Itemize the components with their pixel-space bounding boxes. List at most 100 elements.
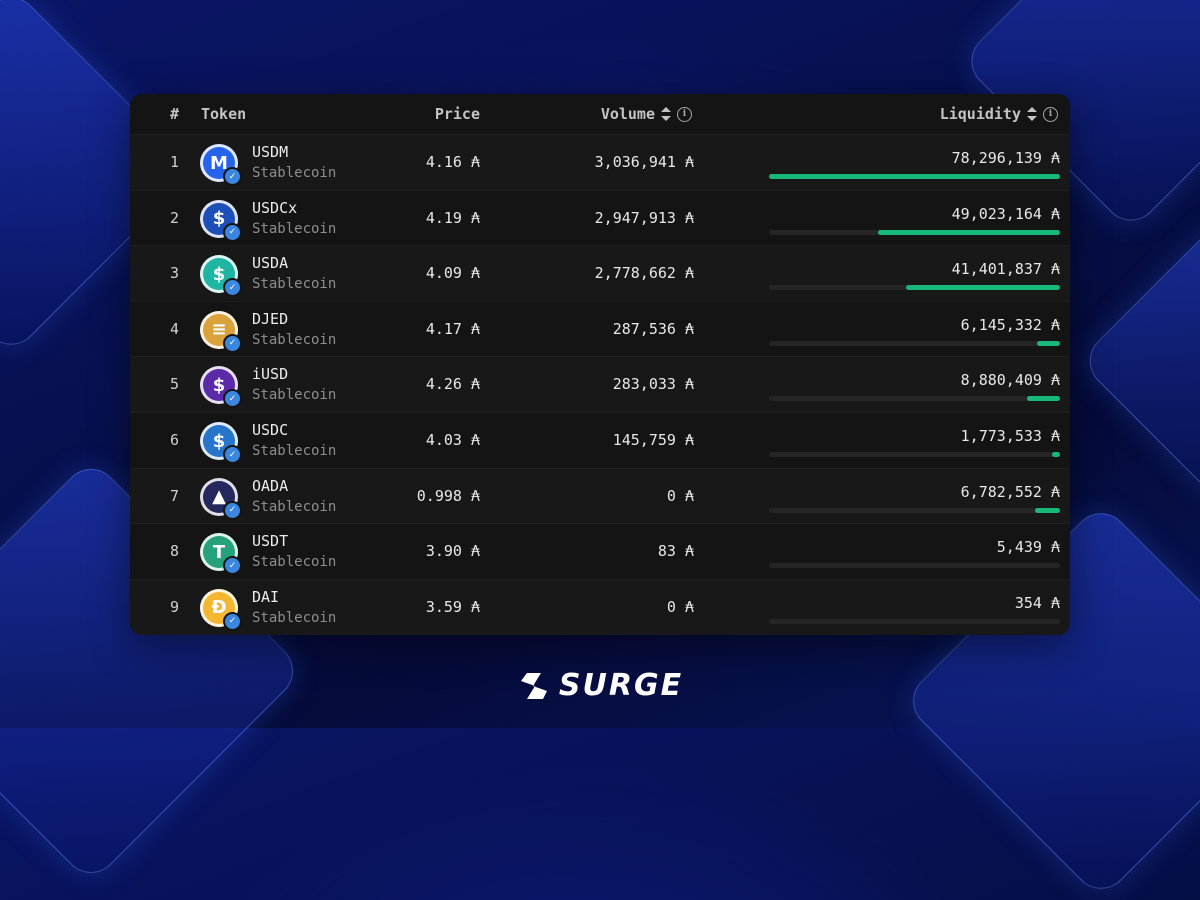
liquidity-bar-fill [1052,452,1060,457]
token-name[interactable]: USDM [252,143,289,161]
usdcx-logo-icon: $ ✓ [200,199,242,242]
token-category: Stablecoin [252,331,337,348]
rank-number: 7 [170,486,180,505]
rank-number: 6 [170,431,180,449]
rank-number: 2 [170,208,180,227]
iusd-logo-icon: $ ✓ [200,366,242,409]
table-row[interactable]: 2 $ ✓ USDCx Stablecoin 4.19 ₳ 2,947,913 … [130,189,1070,246]
logo-glyph: ≡ [211,319,227,341]
verified-badge-icon: ✓ [223,500,242,520]
token-liquidity: 49,023,164 ₳ [951,204,1060,223]
djed-logo-icon: ≡ ✓ [200,310,242,353]
token-price: 4.03 ₳ [425,431,480,449]
logo-glyph: $ [212,263,226,285]
token-volume: 83 ₳ [657,542,694,561]
token-price: 4.19 ₳ [425,208,480,227]
liquidity-bar-fill [1034,507,1060,513]
verified-badge-icon: ✓ [223,333,242,353]
header-price: Price [434,105,480,123]
liquidity-bar [769,229,1060,235]
token-liquidity: 1,773,533 ₳ [960,427,1060,445]
liquidity-bar-fill [877,229,1060,235]
token-price: 4.16 ₳ [425,153,480,171]
verified-badge-icon: ✓ [223,222,242,242]
token-table-panel: # Token Price Volume i Liquidity i 1 M ✓… [130,94,1070,635]
token-category: Stablecoin [252,387,337,404]
surge-brand: SURGE [0,668,1200,703]
token-name[interactable]: USDA [252,254,289,273]
liquidity-bar [769,618,1060,624]
token-name[interactable]: USDT [252,532,289,551]
token-category: Stablecoin [252,554,337,571]
rank-number: 4 [170,319,180,338]
token-volume: 2,778,662 ₳ [594,264,694,283]
token-volume: 145,759 ₳ [612,431,694,449]
sort-icon[interactable] [1027,107,1037,121]
table-row[interactable]: 6 $ ✓ USDC Stablecoin 4.03 ₳ 145,759 ₳ 1… [130,412,1070,468]
token-price: 3.90 ₳ [425,542,480,561]
usdm-logo-icon: M ✓ [200,144,242,186]
token-name[interactable]: OADA [252,476,289,495]
table-row[interactable]: 4 ≡ ✓ DJED Stablecoin 4.17 ₳ 287,536 ₳ 6… [130,300,1070,357]
table-row[interactable]: 8 T ✓ USDT Stablecoin 3.90 ₳ 83 ₳ 5,439 … [130,523,1070,579]
token-liquidity: 78,296,139 ₳ [951,149,1060,167]
token-liquidity: 6,145,332 ₳ [960,315,1060,334]
token-name[interactable]: USDCx [252,198,298,217]
header-liquidity[interactable]: Liquidity i [940,105,1058,123]
table-row[interactable]: 1 M ✓ USDM Stablecoin 4.16 ₳ 3,036,941 ₳… [130,134,1070,190]
header-volume[interactable]: Volume i [601,105,692,123]
logo-glyph: $ [212,374,226,396]
dai-logo-icon: Đ ✓ [200,588,242,631]
token-volume: 0 ₳ [666,597,694,616]
liquidity-bar [769,452,1060,457]
token-name[interactable]: USDC [252,421,289,439]
rank-number: 3 [170,264,180,283]
liquidity-bar-fill [906,285,1060,291]
oada-logo-icon: ▲ ✓ [200,477,242,520]
brand-name: SURGE [558,668,684,703]
token-liquidity: 354 ₳ [1014,593,1060,612]
token-volume: 283,033 ₳ [612,375,694,394]
logo-glyph: ▲ [212,486,226,508]
verified-badge-icon: ✓ [223,167,242,186]
header-rank: # [170,105,180,123]
table-row[interactable]: 7 ▲ ✓ OADA Stablecoin 0.998 ₳ 0 ₳ 6,782,… [130,467,1070,524]
verified-badge-icon: ✓ [223,278,242,298]
logo-glyph: M [210,152,228,174]
surge-logo-icon [520,672,547,699]
info-icon[interactable]: i [1043,106,1058,122]
usda-logo-icon: $ ✓ [200,255,242,298]
table-row[interactable]: 3 $ ✓ USDA Stablecoin 4.09 ₳ 2,778,662 ₳… [130,245,1070,302]
token-category: Stablecoin [252,443,337,459]
usdt-logo-icon: T ✓ [200,533,242,576]
liquidity-bar-fill [1037,340,1060,346]
token-volume: 3,036,941 ₳ [594,153,694,171]
token-category: Stablecoin [252,609,337,626]
liquidity-bar-fill [1027,396,1060,402]
table-row[interactable]: 5 $ ✓ iUSD Stablecoin 4.26 ₳ 283,033 ₳ 8… [130,356,1070,413]
token-liquidity: 6,782,552 ₳ [960,482,1060,501]
usdc-logo-icon: $ ✓ [200,422,242,464]
token-volume: 2,947,913 ₳ [594,208,694,227]
table-row[interactable]: 9 Đ ✓ DAI Stablecoin 3.59 ₳ 0 ₳ 354 ₳ [130,578,1070,635]
token-name[interactable]: iUSD [252,365,289,384]
verified-badge-icon: ✓ [223,611,242,631]
liquidity-bar [769,174,1060,179]
verified-badge-icon: ✓ [223,556,242,576]
token-name[interactable]: DAI [252,587,280,606]
token-liquidity: 5,439 ₳ [996,538,1060,557]
token-price: 4.09 ₳ [425,264,480,283]
token-price: 4.26 ₳ [425,375,480,394]
token-liquidity: 41,401,837 ₳ [951,260,1060,279]
logo-glyph: $ [212,208,226,230]
token-name[interactable]: DJED [252,309,289,328]
header-token: Token [201,105,247,123]
token-price: 4.17 ₳ [425,319,480,338]
token-category: Stablecoin [252,276,337,293]
sort-icon[interactable] [661,107,671,121]
info-icon[interactable]: i [677,106,692,122]
rank-number: 8 [170,542,180,561]
token-category: Stablecoin [252,165,337,181]
verified-badge-icon: ✓ [223,389,242,409]
verified-badge-icon: ✓ [223,445,242,464]
